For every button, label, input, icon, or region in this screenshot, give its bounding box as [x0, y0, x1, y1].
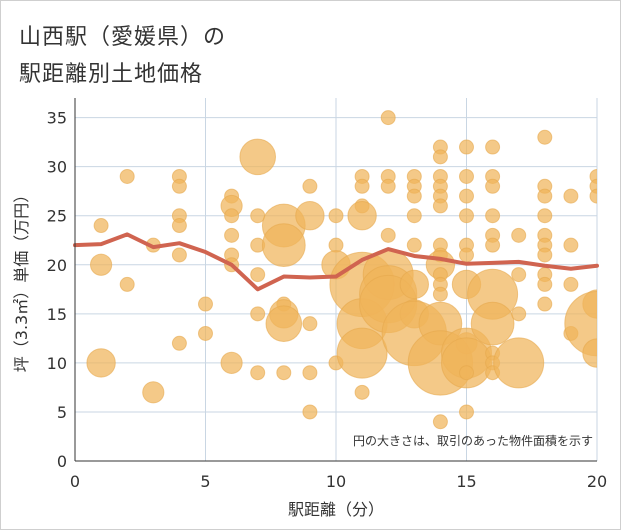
data-bubble — [459, 208, 474, 224]
data-bubble — [261, 223, 306, 268]
data-bubble — [380, 110, 396, 126]
data-bubble — [432, 414, 448, 430]
data-bubble — [354, 384, 370, 400]
data-bubble — [302, 404, 318, 420]
data-bubble — [485, 139, 501, 155]
data-bubble — [380, 178, 396, 194]
data-bubble — [302, 365, 318, 381]
data-bubble — [563, 237, 579, 253]
data-bubble — [485, 178, 501, 194]
y-tick-label: 0 — [57, 452, 67, 471]
data-bubble — [406, 188, 422, 204]
data-bubble — [93, 218, 109, 234]
data-bubble — [276, 365, 292, 381]
data-bubble — [250, 365, 266, 381]
data-bubble — [198, 296, 213, 312]
data-bubble — [250, 267, 266, 283]
data-bubble — [119, 276, 135, 292]
y-tick-label: 20 — [47, 256, 67, 275]
data-bubble — [328, 237, 344, 253]
data-bubble — [142, 381, 165, 404]
data-bubble — [119, 168, 135, 184]
y-tick-label: 15 — [47, 305, 67, 324]
data-bubble — [171, 247, 187, 263]
y-tick-label: 25 — [47, 207, 67, 226]
data-bubble — [537, 247, 553, 263]
data-bubble — [459, 404, 474, 420]
data-bubble — [537, 129, 553, 145]
data-bubble — [295, 201, 325, 231]
data-bubble — [459, 139, 474, 155]
data-bubble — [537, 188, 553, 204]
data-bubble — [511, 306, 527, 322]
axes: 0 5 10 15 20 0 5 10 15 20 25 30 35 — [47, 98, 607, 491]
bubble-layer — [86, 110, 597, 430]
data-bubble — [493, 337, 545, 389]
x-tick-label: 20 — [587, 472, 607, 491]
data-bubble — [354, 178, 370, 194]
x-tick-label: 0 — [70, 472, 80, 491]
data-bubble — [432, 286, 448, 302]
y-tick-label: 30 — [47, 158, 67, 177]
data-bubble — [347, 201, 377, 231]
data-bubble — [336, 327, 388, 379]
data-bubble — [459, 365, 474, 381]
x-tick-label: 5 — [200, 472, 210, 491]
data-bubble — [441, 337, 492, 389]
data-bubble — [485, 237, 501, 253]
chart-title-line-1: 山西駅（愛媛県）の — [19, 25, 227, 50]
data-bubble — [459, 247, 474, 263]
y-axis-title: 坪（3.3㎡）単価（万円） — [12, 187, 31, 372]
average-price-line — [73, 232, 599, 292]
y-tick-label: 10 — [47, 354, 67, 373]
data-bubble — [406, 237, 422, 253]
data-bubble — [224, 208, 240, 224]
data-bubble — [485, 208, 501, 224]
data-bubble — [265, 305, 303, 342]
data-bubble — [563, 188, 579, 204]
y-tick-label: 5 — [57, 403, 67, 422]
x-tick-label: 10 — [326, 472, 346, 491]
data-bubble — [459, 168, 474, 184]
data-bubble — [399, 269, 429, 300]
bubble-size-note: 円の大きさは、取引のあった物件面積を示す — [353, 433, 593, 448]
data-bubble — [406, 208, 422, 224]
data-bubble — [198, 325, 213, 341]
data-bubble — [432, 198, 448, 214]
data-bubble — [250, 306, 266, 322]
y-tick-label: 35 — [47, 109, 67, 128]
data-bubble — [432, 149, 448, 165]
data-bubble — [302, 178, 318, 194]
data-bubble — [171, 178, 187, 194]
data-bubble — [582, 338, 597, 368]
data-bubble — [224, 227, 240, 243]
data-bubble — [563, 276, 579, 292]
data-bubble — [239, 138, 277, 176]
data-bubble — [459, 188, 474, 204]
data-bubble — [86, 348, 116, 378]
data-bubble — [537, 208, 553, 224]
data-bubble — [380, 227, 396, 243]
data-bubble — [537, 276, 553, 292]
x-axis-title: 駅距離（分） — [288, 500, 384, 519]
data-bubble — [589, 188, 597, 204]
data-bubble — [511, 267, 527, 283]
chart-title-line-2: 駅距離別土地価格 — [19, 62, 204, 87]
data-bubble — [171, 335, 187, 351]
data-bubble — [90, 253, 113, 276]
average-line-layer — [73, 232, 599, 292]
data-bubble — [328, 208, 344, 224]
data-bubble — [171, 218, 187, 234]
data-bubble — [220, 351, 243, 374]
data-bubble — [302, 316, 318, 332]
data-bubble — [511, 227, 527, 243]
data-bubble — [537, 296, 553, 312]
data-bubble — [470, 301, 515, 346]
x-tick-label: 15 — [456, 472, 476, 491]
